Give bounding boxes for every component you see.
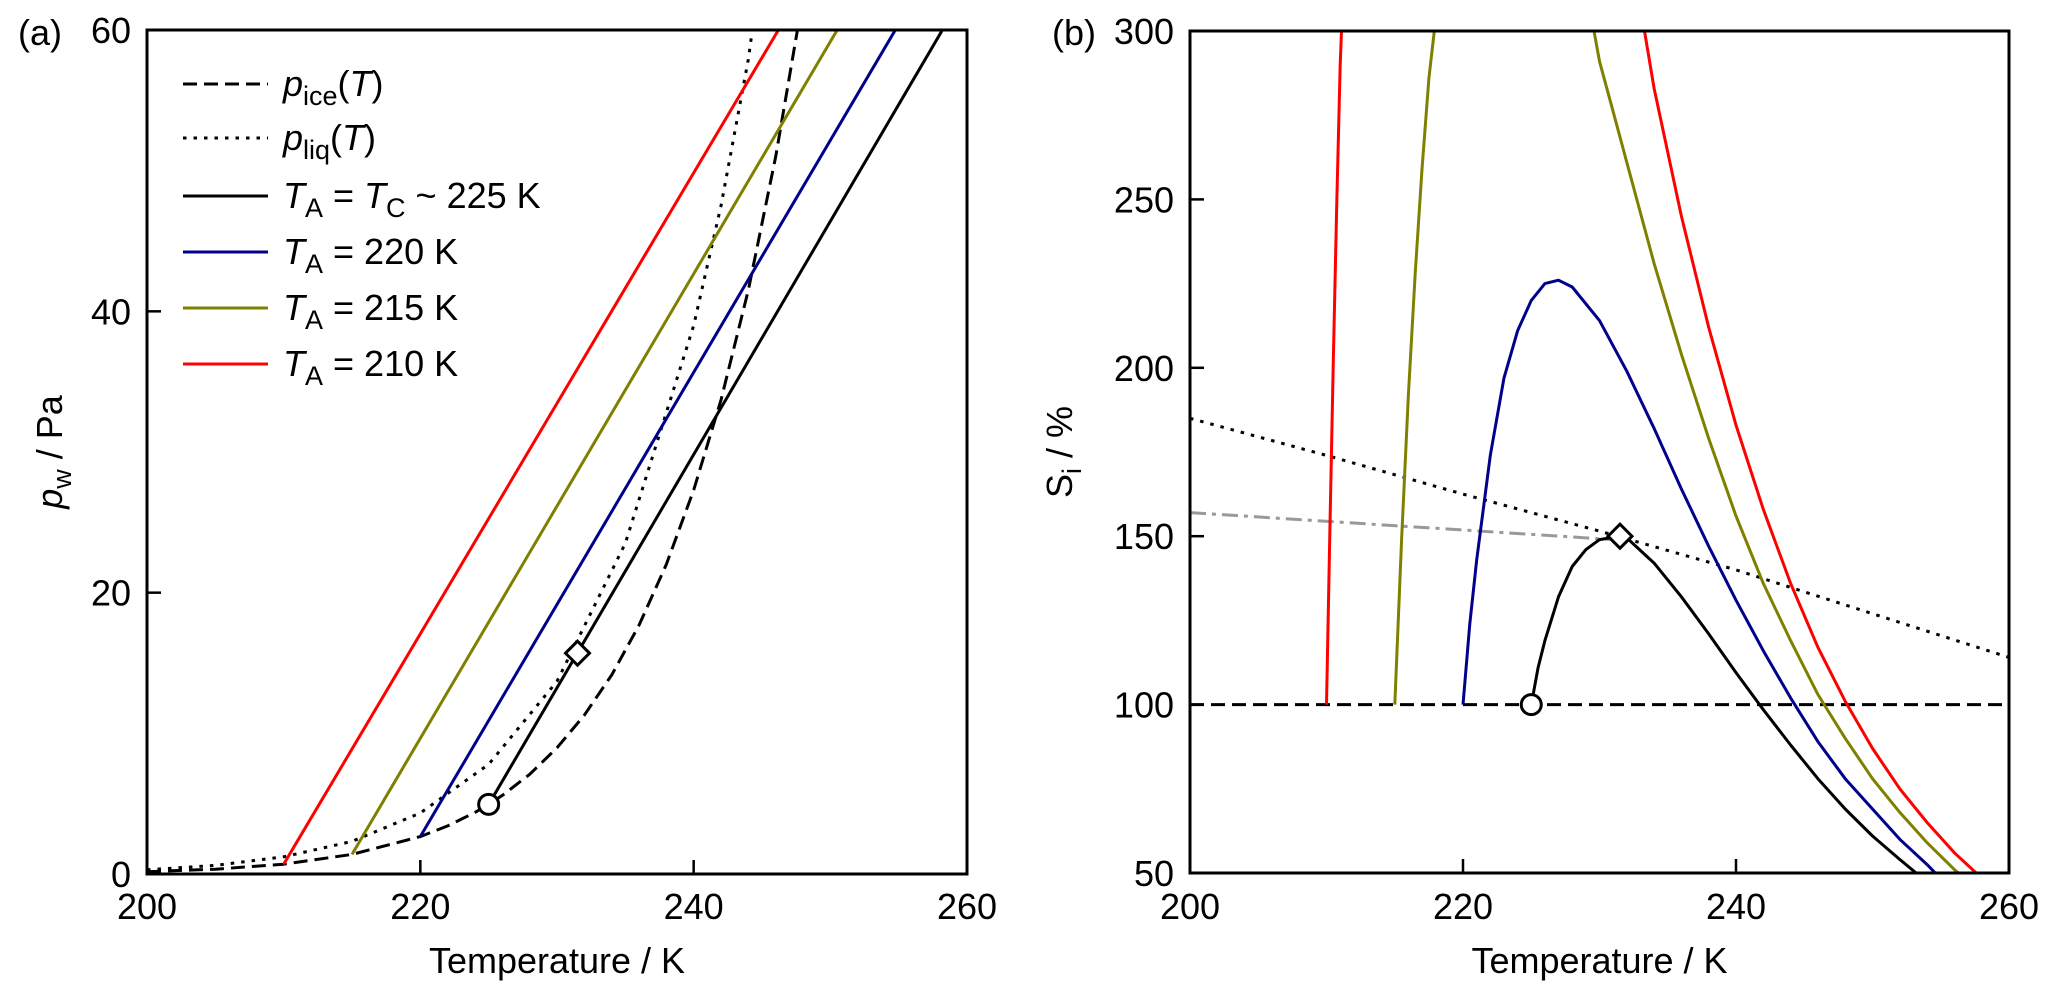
subscript: C xyxy=(386,193,406,223)
text-segment: ~ 225 K xyxy=(406,175,541,216)
series-line-5 xyxy=(282,30,780,865)
series-line-1 xyxy=(1190,416,2009,659)
y-tick-label: 250 xyxy=(1114,179,1174,220)
series-line-7 xyxy=(1325,31,1343,705)
legend-label: TA = 220 K xyxy=(283,231,458,279)
text-segment: p xyxy=(29,489,70,510)
x-tick-label: 260 xyxy=(937,886,997,927)
y-tick-label: 150 xyxy=(1114,516,1174,557)
subscript: A xyxy=(305,193,323,223)
subscript: i xyxy=(1057,468,1087,474)
y-tick-label: 40 xyxy=(91,291,131,332)
axes-frame xyxy=(1188,29,2011,875)
text-segment: p xyxy=(282,117,303,158)
legend-label: TA = TC ~ 225 K xyxy=(283,175,541,223)
text-segment: ( xyxy=(338,63,350,104)
circle-marker xyxy=(477,792,501,816)
text-segment: ) xyxy=(372,63,384,104)
series-line-3 xyxy=(1529,534,1918,873)
series-line-4 xyxy=(1461,278,1937,873)
axes-frame xyxy=(145,28,969,876)
subscript: liq xyxy=(303,135,330,165)
y-tick-label: 60 xyxy=(91,10,131,51)
x-axis-title: Temperature / K xyxy=(429,940,685,981)
legend-label: pice(T) xyxy=(282,63,384,111)
circle-marker xyxy=(1519,693,1543,717)
plot-area xyxy=(147,30,944,874)
x-tick-label: 200 xyxy=(117,886,177,927)
plot-area xyxy=(1190,31,2009,873)
series-line-5 xyxy=(1393,31,1436,705)
x-tick-label: 220 xyxy=(1433,886,1493,927)
text-segment: / Pa xyxy=(29,394,70,469)
legend-label: TA = 210 K xyxy=(283,343,458,391)
series-line-1 xyxy=(147,30,754,872)
text-segment: T xyxy=(283,343,308,384)
y-axis-title: pw / Pa xyxy=(29,394,77,510)
text-segment: T xyxy=(364,175,389,216)
text-segment: S xyxy=(1039,474,1080,498)
text-segment: = 215 K xyxy=(323,287,458,328)
series-line-2 xyxy=(1190,511,1614,542)
text-segment: T xyxy=(342,117,367,158)
x-tick-label: 220 xyxy=(390,886,450,927)
diamond-marker xyxy=(1605,522,1635,551)
text-segment: T xyxy=(350,63,375,104)
y-tick-label: 300 xyxy=(1114,11,1174,52)
series-line-6 xyxy=(1592,31,1960,873)
x-tick-label: 240 xyxy=(1706,886,1766,927)
text-segment: ( xyxy=(330,117,342,158)
legend: pice(T)pliq(T)TA = TC ~ 225 KTA = 220 KT… xyxy=(183,63,541,391)
legend-label: TA = 215 K xyxy=(283,287,458,335)
text-segment: = 210 K xyxy=(323,343,458,384)
text-segment: T xyxy=(283,231,308,272)
text-segment: = xyxy=(323,175,364,216)
subscript: ice xyxy=(303,81,338,111)
x-tick-label: 200 xyxy=(1160,886,1220,927)
subscript: A xyxy=(305,361,323,391)
text-segment: T xyxy=(283,287,308,328)
panel-label: (b) xyxy=(1052,12,1096,53)
text-segment: T xyxy=(283,175,308,216)
text-segment: ) xyxy=(364,117,376,158)
panel-b: (b) 200 220 240 260 50 100 150 200 250 300 Tempera… xyxy=(1039,11,2039,981)
y-tick-label: 20 xyxy=(91,573,131,614)
subscript: A xyxy=(305,305,323,335)
text-segment: / % xyxy=(1039,406,1080,468)
text-segment: p xyxy=(282,63,303,104)
series-line-3 xyxy=(419,30,897,838)
subscript: w xyxy=(47,469,77,490)
text-segment: = 220 K xyxy=(323,231,458,272)
y-tick-label: 200 xyxy=(1114,348,1174,389)
y-tick-label: 50 xyxy=(1134,853,1174,894)
x-axis-title: Temperature / K xyxy=(1471,940,1727,981)
y-axis-title: Si / % xyxy=(1039,406,1087,498)
y-tick-label: 100 xyxy=(1114,685,1174,726)
series-line-0 xyxy=(147,30,799,874)
subscript: A xyxy=(305,249,323,279)
x-tick-label: 240 xyxy=(664,886,724,927)
y-tick-label: 0 xyxy=(111,854,131,895)
series-line-2 xyxy=(487,30,944,806)
series-line-4 xyxy=(350,30,839,856)
diamond-marker xyxy=(563,639,592,668)
x-tick-label: 260 xyxy=(1979,886,2039,927)
series-line-8 xyxy=(1643,31,1978,873)
panel-label: (a) xyxy=(18,12,62,53)
legend-label: pliq(T) xyxy=(282,117,376,165)
